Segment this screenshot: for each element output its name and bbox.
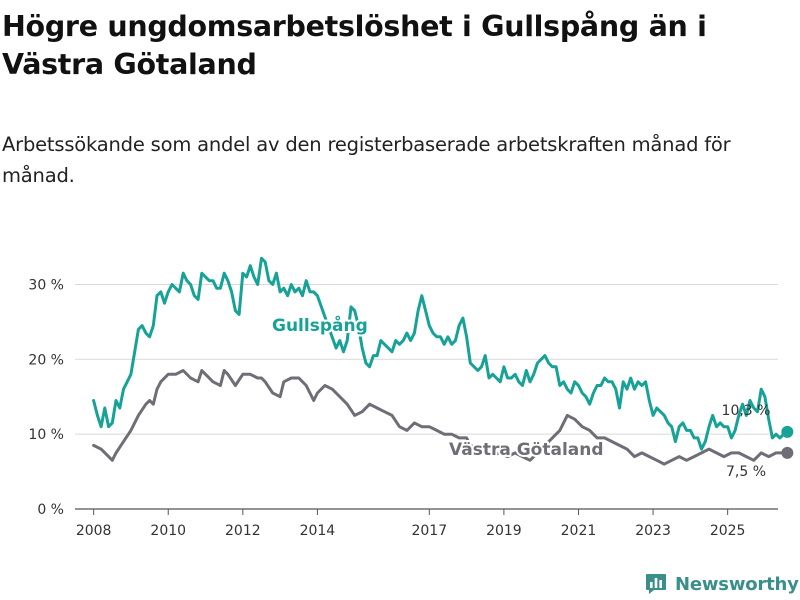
x-tick-label: 2019 — [486, 523, 522, 539]
bar-chart-icon — [646, 574, 666, 594]
x-tick-label: 2025 — [710, 523, 746, 539]
chart-subtitle: Arbetssökande som andel av den registerb… — [2, 133, 731, 187]
y-tick-label: 10 % — [28, 427, 64, 443]
chart-title: Högre ungdomsarbetslöshet i Gullspång än… — [2, 10, 707, 81]
series-lines — [92, 256, 794, 466]
y-tick-label: 30 % — [28, 277, 64, 293]
y-tick-label: 20 % — [28, 352, 64, 368]
y-tick-label: 0 % — [37, 502, 64, 518]
series-end-marker-1 — [781, 446, 794, 459]
x-tick-label: 2008 — [76, 523, 112, 539]
x-tick-label: 2023 — [635, 523, 671, 539]
brand-name: Newsworthy — [675, 573, 799, 595]
end-value-label-0: 10,3 % — [722, 403, 771, 419]
x-tick-label: 2010 — [150, 523, 186, 539]
x-tick-label: 2021 — [561, 523, 597, 539]
x-tick-label: 2014 — [300, 523, 336, 539]
series-end-marker-0 — [781, 425, 794, 438]
series-name-label-0: Gullspång — [272, 314, 368, 336]
x-tick-label: 2017 — [411, 523, 447, 539]
x-axis: 0 % 10 % 20 % 30 % 2008 2010 2012 2014 2017 2019 2… — [28, 277, 745, 539]
x-tick-label: 2012 — [225, 523, 261, 539]
brand-logo: Newsworthy — [644, 568, 799, 600]
series-labels: Gullspång Västra Götaland 10,3 % 7,5 % — [270, 312, 771, 480]
series-line-1 — [92, 369, 789, 466]
series-name-label-1: Västra Götaland — [449, 440, 604, 460]
series-line-0 — [92, 256, 789, 451]
end-value-label-1: 7,5 % — [726, 464, 766, 480]
gridlines — [75, 283, 778, 510]
